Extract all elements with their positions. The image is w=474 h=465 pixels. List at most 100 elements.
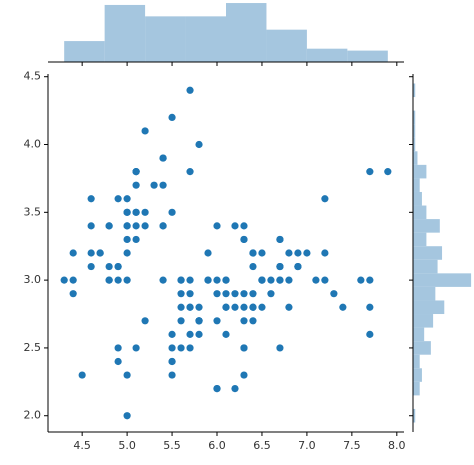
point — [141, 222, 149, 230]
point — [276, 276, 284, 284]
point — [222, 276, 230, 284]
point — [384, 168, 392, 176]
point — [285, 249, 293, 257]
point — [240, 222, 248, 230]
histogram-bar — [145, 16, 186, 62]
histogram-bar — [104, 4, 146, 62]
histogram-bar — [413, 219, 440, 233]
point — [186, 86, 194, 94]
point — [240, 344, 248, 352]
point — [150, 181, 158, 189]
point — [159, 222, 167, 230]
point — [114, 357, 122, 366]
histogram-bar — [413, 354, 420, 369]
point — [240, 290, 248, 298]
point — [195, 317, 203, 325]
point — [258, 249, 266, 257]
histogram-bar — [413, 124, 416, 138]
y-tick-label: 2.5 — [24, 341, 42, 354]
point — [105, 222, 113, 230]
y-tick-label: 4.5 — [24, 70, 42, 83]
point — [168, 371, 176, 379]
point — [222, 290, 230, 298]
point — [330, 290, 338, 298]
point — [285, 276, 293, 284]
point — [321, 195, 329, 203]
histogram-bar — [413, 286, 436, 301]
histogram-bar — [413, 259, 438, 274]
point — [357, 276, 365, 284]
point — [132, 344, 140, 352]
point — [195, 140, 203, 149]
point — [168, 113, 176, 121]
histogram-bar — [413, 191, 422, 206]
point — [123, 208, 131, 216]
point — [231, 290, 239, 298]
point — [276, 262, 284, 271]
point — [159, 276, 167, 284]
point — [231, 385, 239, 393]
point — [114, 276, 122, 284]
point — [285, 303, 293, 311]
point — [222, 303, 230, 311]
point — [294, 262, 302, 271]
point — [267, 290, 275, 298]
histogram-bar — [413, 110, 416, 125]
point — [96, 249, 104, 257]
point — [141, 127, 149, 135]
point — [123, 249, 131, 257]
histogram-bar — [413, 83, 416, 98]
point — [87, 222, 95, 230]
point — [240, 371, 248, 379]
histogram-bar — [413, 246, 443, 260]
point — [186, 303, 194, 311]
point — [177, 303, 185, 311]
histogram-bar — [413, 327, 425, 342]
point — [105, 276, 113, 284]
point — [195, 330, 203, 338]
histogram-bar — [413, 314, 434, 328]
histogram-bar — [413, 232, 427, 247]
point — [114, 344, 122, 352]
histogram-bar — [413, 137, 416, 152]
x-tick-label: 5.0 — [118, 439, 136, 452]
point — [159, 154, 167, 162]
point — [204, 276, 212, 284]
point — [231, 222, 239, 230]
histogram-bar — [413, 300, 445, 315]
point — [123, 222, 131, 230]
point — [366, 303, 374, 311]
x-tick-label: 6.0 — [208, 439, 226, 452]
point — [87, 262, 95, 271]
point — [78, 371, 86, 379]
point — [114, 195, 122, 203]
histogram-bar — [413, 273, 472, 287]
point — [132, 235, 140, 244]
point — [186, 330, 194, 338]
point — [213, 290, 221, 298]
point — [321, 276, 329, 284]
point — [105, 262, 113, 271]
histogram-bar — [266, 29, 307, 63]
y-tick-label: 2.0 — [24, 409, 42, 422]
point — [249, 317, 257, 325]
point — [366, 330, 374, 338]
point — [258, 303, 266, 311]
point — [213, 276, 221, 284]
point — [168, 208, 176, 216]
x-tick-label: 7.5 — [343, 439, 361, 452]
point — [123, 235, 131, 244]
histogram-bar — [413, 381, 420, 396]
point — [213, 385, 221, 393]
point — [267, 276, 275, 284]
x-tick-label: 8.0 — [388, 439, 406, 452]
point — [69, 290, 77, 298]
point — [141, 208, 149, 216]
point — [87, 249, 95, 257]
point — [159, 181, 167, 189]
point — [123, 371, 131, 379]
point — [213, 317, 221, 325]
point — [186, 344, 194, 352]
point — [186, 290, 194, 298]
